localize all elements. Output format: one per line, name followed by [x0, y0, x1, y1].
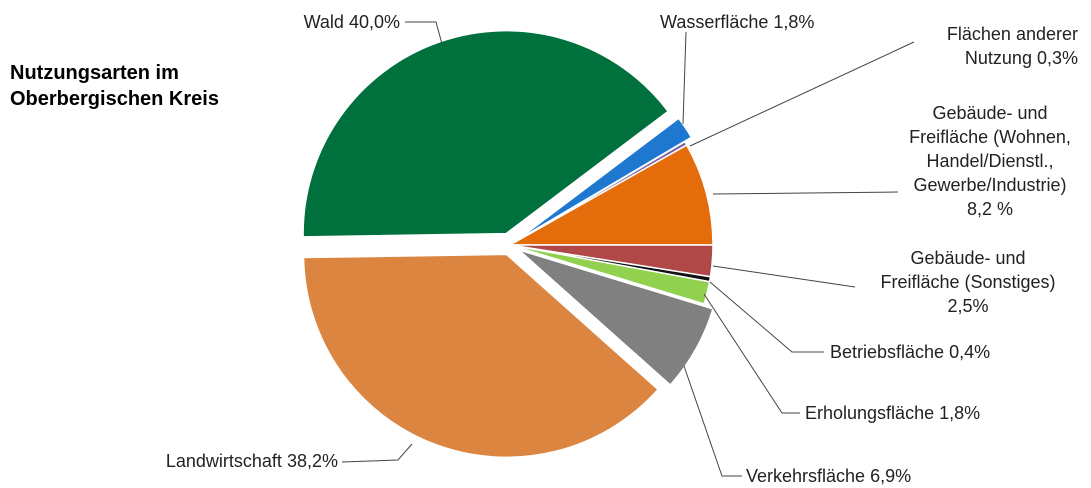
value-label: 8,2 % — [966, 199, 1014, 219]
slice-label: Flächen anderer Nutzung 0,3% — [918, 22, 1078, 70]
value-label: 2,5% — [947, 296, 989, 316]
value-label: 1,8% — [939, 403, 981, 423]
slice-label: Verkehrsfläche 6,9% — [746, 464, 976, 488]
value-label: 1,8% — [773, 12, 815, 32]
value-label: 6,9% — [870, 466, 912, 486]
slice-label: Gebäude- und Freifläche (Wohnen, Handel/… — [896, 101, 1084, 221]
category-label: Wald — [303, 12, 344, 32]
slice-label: Erholungsfläche 1,8% — [805, 401, 1035, 425]
leader-line — [683, 365, 742, 477]
leader-line — [682, 31, 687, 125]
category-label: Wasserfläche — [660, 12, 769, 32]
value-label: 38,2% — [286, 451, 338, 471]
slice-label: Wald 40,0% — [200, 10, 400, 34]
category-label: Gebäude- und Freifläche (Sonstiges) — [880, 248, 1056, 292]
value-label: 0,4% — [949, 342, 991, 362]
leader-line — [712, 265, 856, 288]
pie-slice — [507, 144, 714, 246]
category-label: Flächen anderer Nutzung — [946, 24, 1078, 68]
pie-slice — [509, 244, 711, 305]
category-label: Landwirtschaft — [165, 451, 282, 471]
leader-line — [712, 191, 899, 195]
slice-label: Gebäude- und Freifläche (Sonstiges) 2,5% — [874, 246, 1062, 318]
leader-line — [405, 21, 443, 45]
value-label: 0,3% — [1036, 48, 1078, 68]
slice-label: Betriebsfläche 0,4% — [830, 340, 1060, 364]
leader-line — [709, 281, 824, 353]
category-label: Gebäude- und Freifläche (Wohnen, Handel/… — [909, 103, 1071, 195]
category-label: Verkehrsfläche — [746, 466, 866, 486]
pie-slice — [518, 249, 714, 387]
pie-slice — [302, 29, 670, 238]
value-label: 40,0% — [348, 12, 400, 32]
leader-line — [703, 293, 800, 414]
pie-slice — [516, 117, 693, 242]
leader-line — [341, 443, 413, 463]
category-label: Erholungsfläche — [805, 403, 935, 423]
chart-title: Nutzungsarten im Oberbergischen Kreis — [10, 62, 219, 110]
category-label: Betriebsfläche — [830, 342, 945, 362]
slice-label: Wasserfläche 1,8% — [660, 10, 880, 34]
leader-line — [689, 41, 915, 147]
slice-label: Landwirtschaft 38,2% — [88, 449, 338, 473]
pie-slice — [302, 253, 660, 459]
